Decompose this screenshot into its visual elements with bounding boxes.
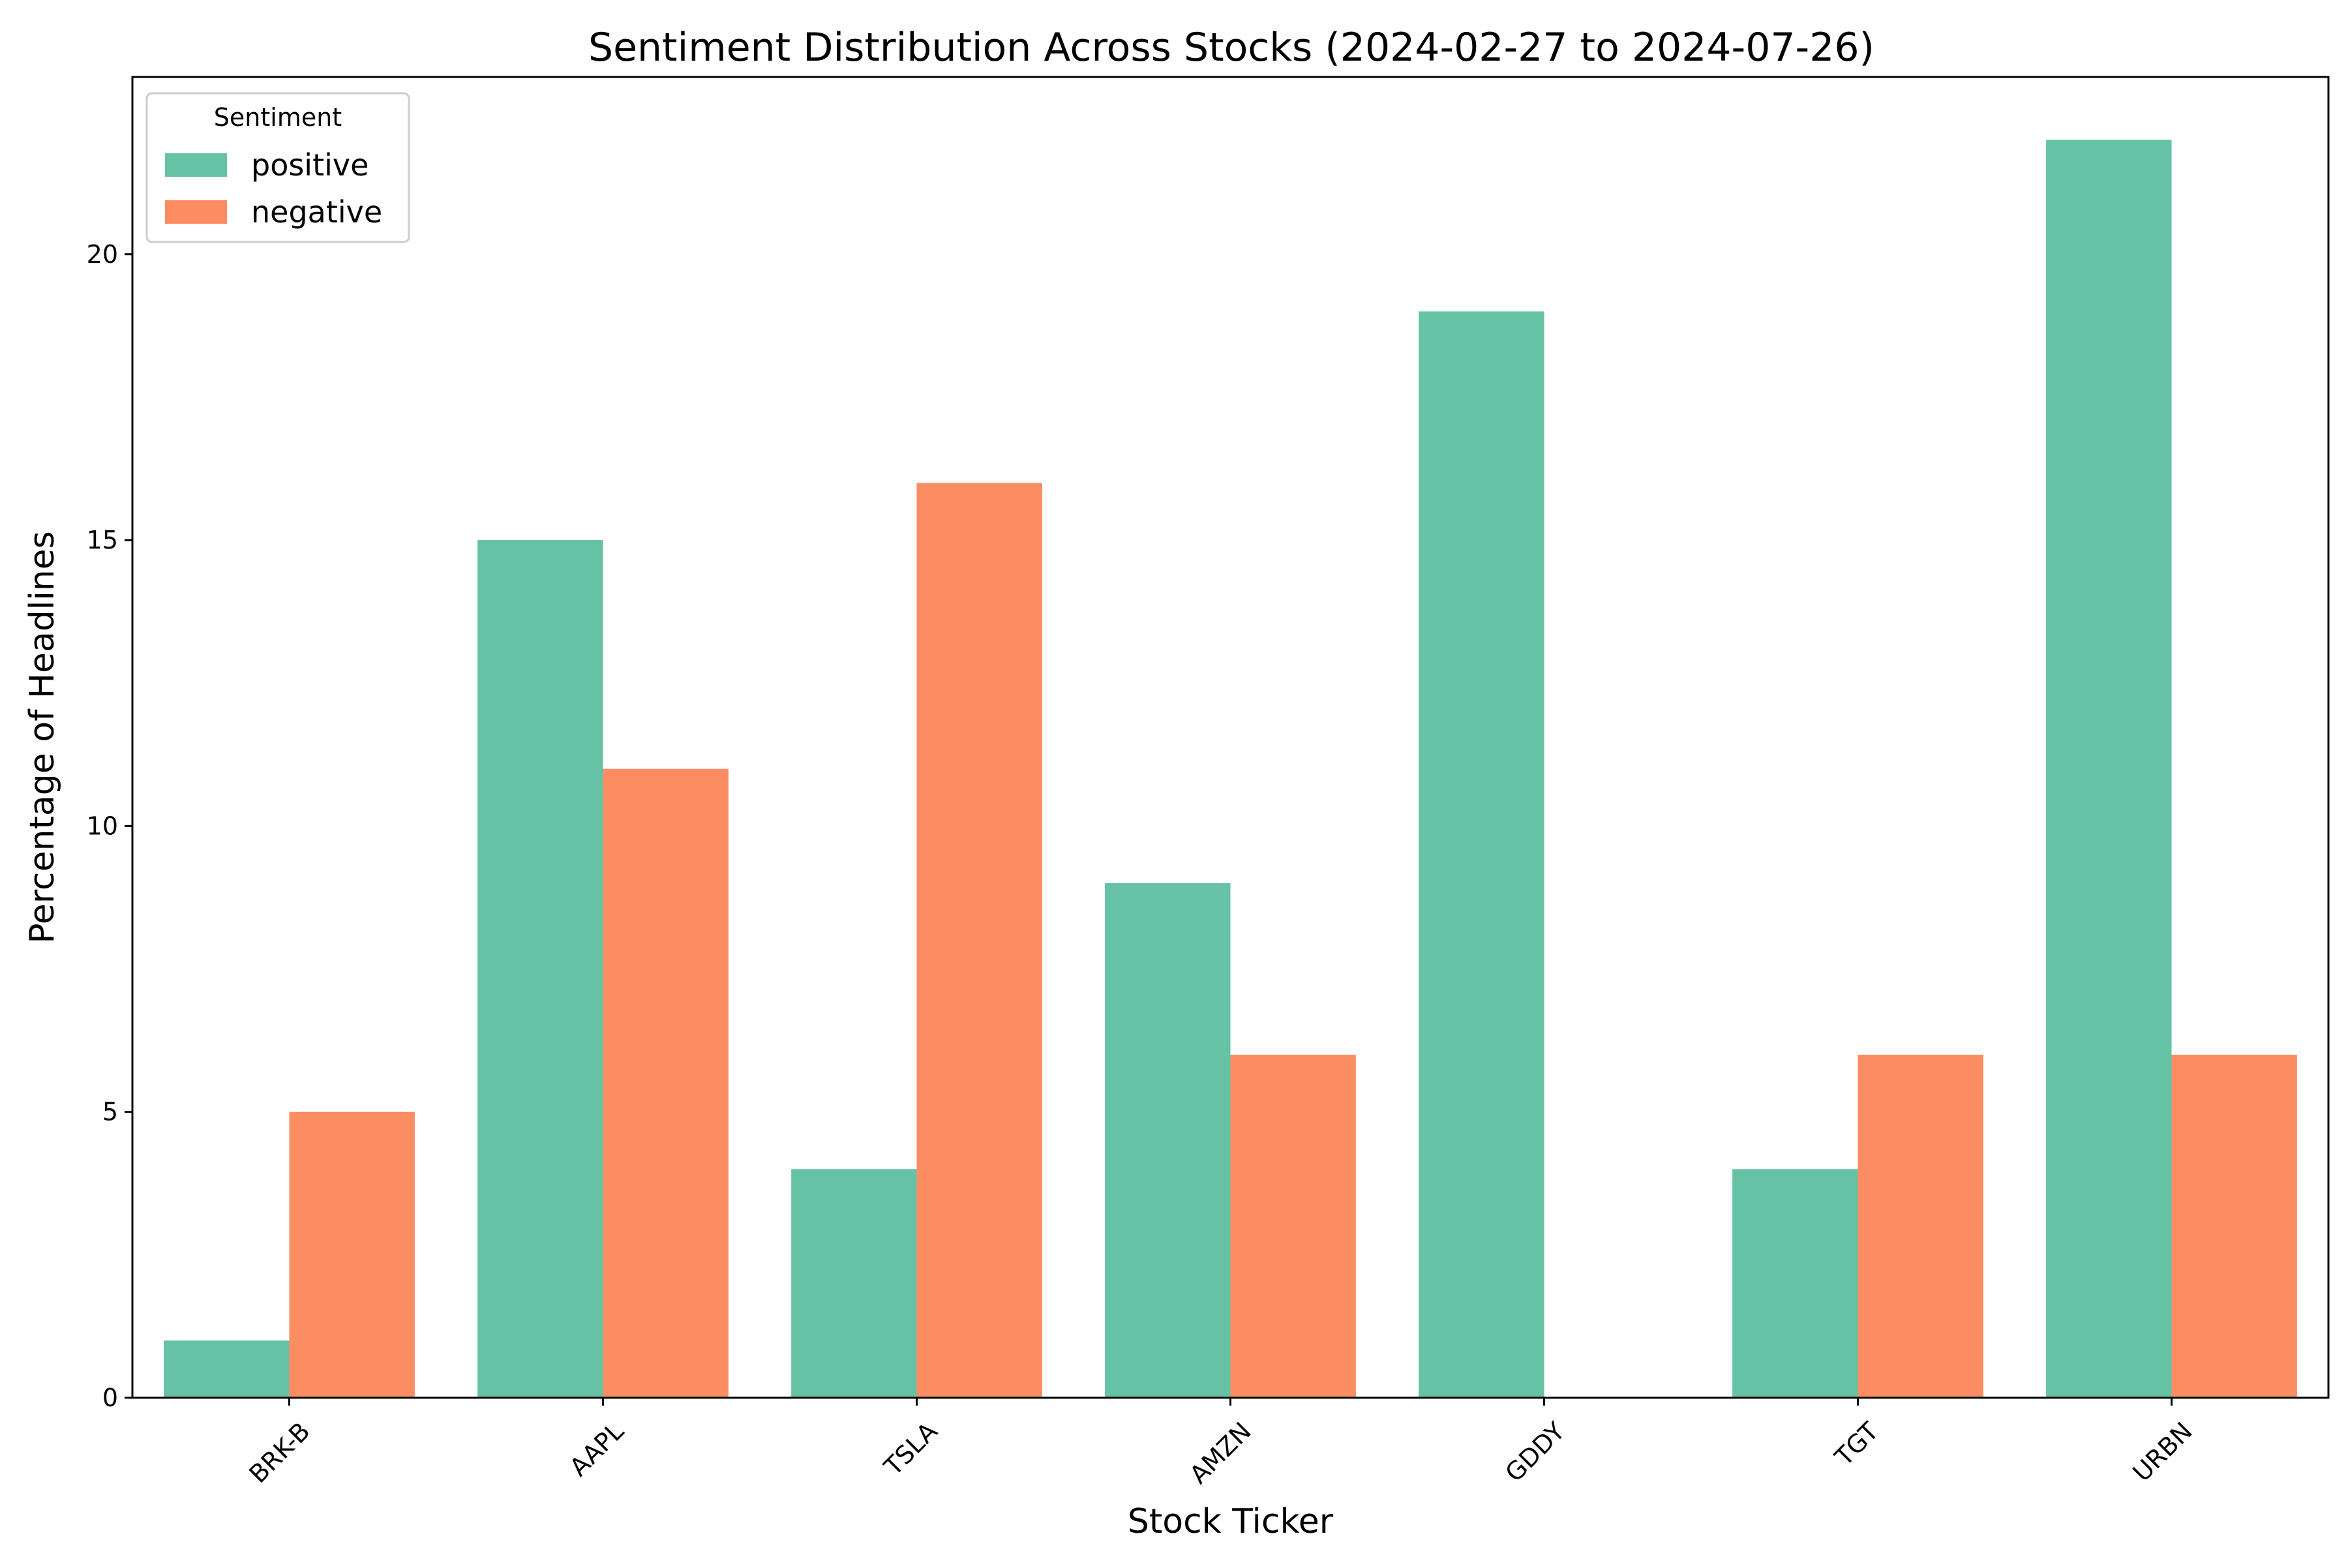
bar-positive-gddy (1419, 311, 1544, 1398)
y-tick-label: 20 (87, 240, 118, 269)
plot-frame (131, 76, 2330, 1399)
x-tick-label: TGT (1829, 1416, 1884, 1471)
bar-negative-aapl (603, 768, 729, 1398)
bar-negative-tsla (916, 483, 1042, 1398)
legend-swatch-negative (165, 200, 227, 224)
x-tick-label: URBN (2128, 1417, 2198, 1487)
chart-title: Sentiment Distribution Across Stocks (20… (588, 25, 1874, 70)
bar-positive-aapl (477, 540, 603, 1398)
y-tick-label: 10 (87, 811, 118, 840)
y-tick-label: 0 (102, 1383, 118, 1412)
x-axis-ticks: BRK-B AAPL TSLA AMZN GDDY TGT URBN (243, 1398, 2198, 1489)
y-axis-ticks: 0 5 10 15 20 (87, 240, 132, 1412)
bar-positive-urbn (2046, 140, 2172, 1398)
bar-positive-brk-b (164, 1340, 290, 1398)
legend-label-positive: positive (251, 147, 369, 183)
x-axis-label: Stock Ticker (1128, 1502, 1334, 1541)
bar-positive-amzn (1105, 883, 1231, 1398)
bar-positive-tsla (791, 1169, 917, 1398)
bar-negative-urbn (2171, 1055, 2297, 1398)
bar-negative-brk-b (289, 1111, 415, 1398)
x-tick-label: BRK-B (243, 1417, 315, 1488)
legend-title: Sentiment (214, 103, 342, 132)
y-tick-label: 15 (87, 526, 118, 554)
x-tick-label: AMZN (1184, 1417, 1256, 1489)
legend-swatch-positive (165, 153, 227, 177)
x-tick-label: AAPL (564, 1417, 629, 1482)
x-tick-label: TSLA (878, 1417, 942, 1481)
y-axis-label: Percentage of Headlines (23, 531, 62, 944)
bar-negative-tgt (1858, 1055, 1983, 1398)
legend-label-negative: negative (251, 194, 382, 230)
y-tick-label: 5 (102, 1098, 118, 1126)
x-tick-label: GDDY (1499, 1416, 1571, 1487)
legend: Sentiment positive negative (145, 92, 410, 243)
bars (164, 140, 2297, 1398)
bar-positive-tgt (1732, 1169, 1858, 1398)
bar-negative-amzn (1230, 1055, 1356, 1398)
